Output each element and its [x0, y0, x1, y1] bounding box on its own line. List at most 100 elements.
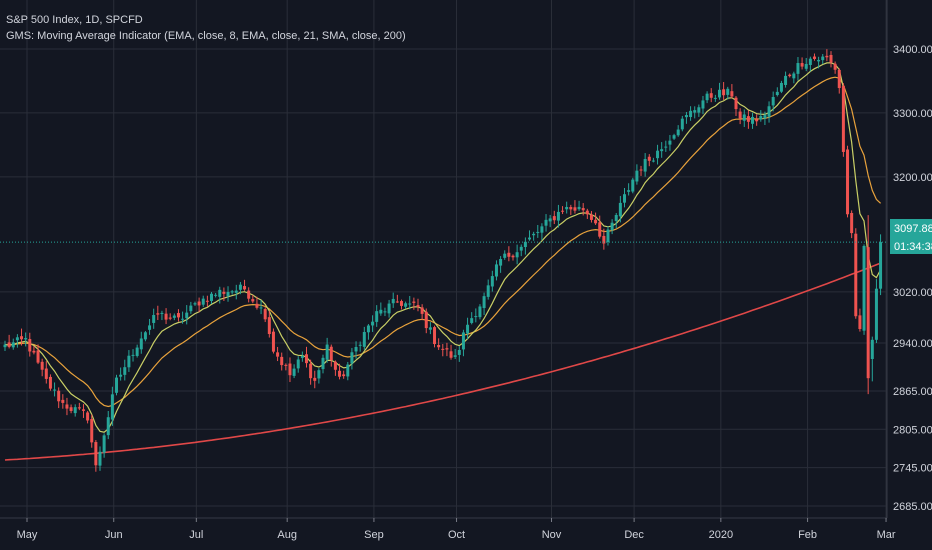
candle-body — [395, 301, 399, 303]
candle-body — [284, 364, 288, 366]
candle-body — [57, 390, 61, 402]
candle-body — [317, 370, 321, 379]
candle-body — [222, 291, 226, 294]
candle-body — [152, 315, 156, 323]
candle-body — [313, 377, 317, 381]
candle-body — [61, 399, 65, 403]
candle-body — [69, 407, 73, 411]
candle-body — [123, 367, 127, 375]
candle-body — [569, 207, 573, 210]
candle-body — [635, 170, 639, 182]
candle-body — [32, 350, 36, 353]
candle-body — [528, 237, 532, 240]
candle-body — [98, 451, 102, 466]
candle-body — [329, 346, 333, 361]
candle-body — [581, 208, 585, 211]
candle-body — [627, 190, 631, 192]
candle-body — [482, 296, 486, 309]
candle-body — [453, 355, 457, 357]
candle-body — [693, 110, 697, 113]
candle-body — [763, 115, 767, 119]
candle-body — [874, 288, 878, 340]
candle-body — [788, 74, 792, 77]
candle-body — [515, 252, 519, 258]
candle-body — [565, 206, 569, 210]
candle-body — [65, 404, 69, 409]
symbol-title[interactable]: S&P 500 Index, 1D, SPCFD — [6, 14, 143, 26]
time-tick-label: Feb — [798, 529, 817, 541]
candle-body — [792, 73, 796, 79]
candle-body — [717, 89, 721, 98]
candle-body — [784, 75, 788, 85]
candle-body — [280, 356, 284, 366]
candle-body — [680, 118, 684, 130]
candle-body — [841, 85, 845, 152]
candle-body — [115, 377, 119, 393]
candle-body — [201, 298, 205, 305]
candle-body — [135, 347, 139, 356]
candle-body — [383, 311, 387, 313]
candle-body — [751, 116, 755, 124]
candle-body — [172, 315, 176, 318]
candle-body — [705, 93, 709, 101]
candle-body — [325, 344, 329, 360]
candle-body — [127, 355, 131, 368]
time-axis[interactable]: May Jun Jul Aug Sep Oct Nov Dec 2020 Feb Mar — [17, 518, 896, 541]
candle-body — [470, 318, 474, 323]
candle-body — [81, 409, 85, 411]
candle-body — [825, 55, 829, 58]
chart-legend: S&P 500 Index, 1D, SPCFD GMS: Moving Ave… — [6, 12, 406, 44]
candle-body — [573, 207, 577, 211]
candle-body — [771, 97, 775, 106]
candle-body — [833, 63, 837, 70]
candle-body — [20, 336, 24, 340]
candle-body — [804, 63, 808, 69]
candle-body — [759, 116, 763, 120]
candle-body — [623, 194, 626, 203]
candle-body — [767, 106, 771, 117]
price-badge-box — [890, 219, 932, 237]
candles — [3, 49, 883, 472]
price-axis-panel[interactable] — [887, 0, 932, 550]
candle-body — [660, 149, 664, 152]
candle-body — [536, 231, 540, 233]
time-tick-label: Oct — [448, 529, 465, 541]
candle-body — [486, 285, 490, 297]
candle-body — [168, 317, 172, 319]
candle-body — [86, 412, 90, 421]
candle-body — [346, 364, 350, 377]
candle-body — [561, 210, 565, 212]
candle-body — [548, 218, 552, 222]
candle-body — [375, 311, 379, 322]
candle-body — [276, 352, 280, 357]
candle-body — [821, 56, 825, 61]
candle-body — [181, 318, 185, 320]
candle-body — [371, 321, 375, 326]
price-tick-label: 2805.00 — [893, 424, 932, 436]
candle-body — [424, 311, 428, 329]
candle-body — [408, 303, 412, 305]
candle-body — [449, 351, 453, 358]
candle-body — [288, 363, 292, 376]
candle-body — [148, 325, 152, 330]
candle-body — [779, 82, 783, 92]
time-tick-label: 2020 — [709, 529, 733, 541]
candle-body — [428, 327, 432, 330]
ema21-path — [4, 76, 882, 408]
ema21-line — [4, 76, 882, 408]
candle-body — [350, 352, 354, 364]
candle-body — [131, 354, 135, 356]
candle-body — [230, 291, 234, 293]
candle-body — [755, 119, 759, 122]
indicator-title[interactable]: GMS: Moving Average Indicator (EMA, clos… — [6, 30, 406, 42]
candle-body — [176, 313, 180, 318]
candle-body — [119, 374, 123, 377]
candle-body — [817, 59, 821, 62]
candle-body — [507, 252, 511, 257]
candle-body — [263, 309, 267, 320]
candle-body — [846, 149, 850, 215]
price-badge-value: 3097.88 — [894, 223, 932, 235]
candle-body — [358, 344, 362, 346]
candle-body — [420, 307, 424, 314]
